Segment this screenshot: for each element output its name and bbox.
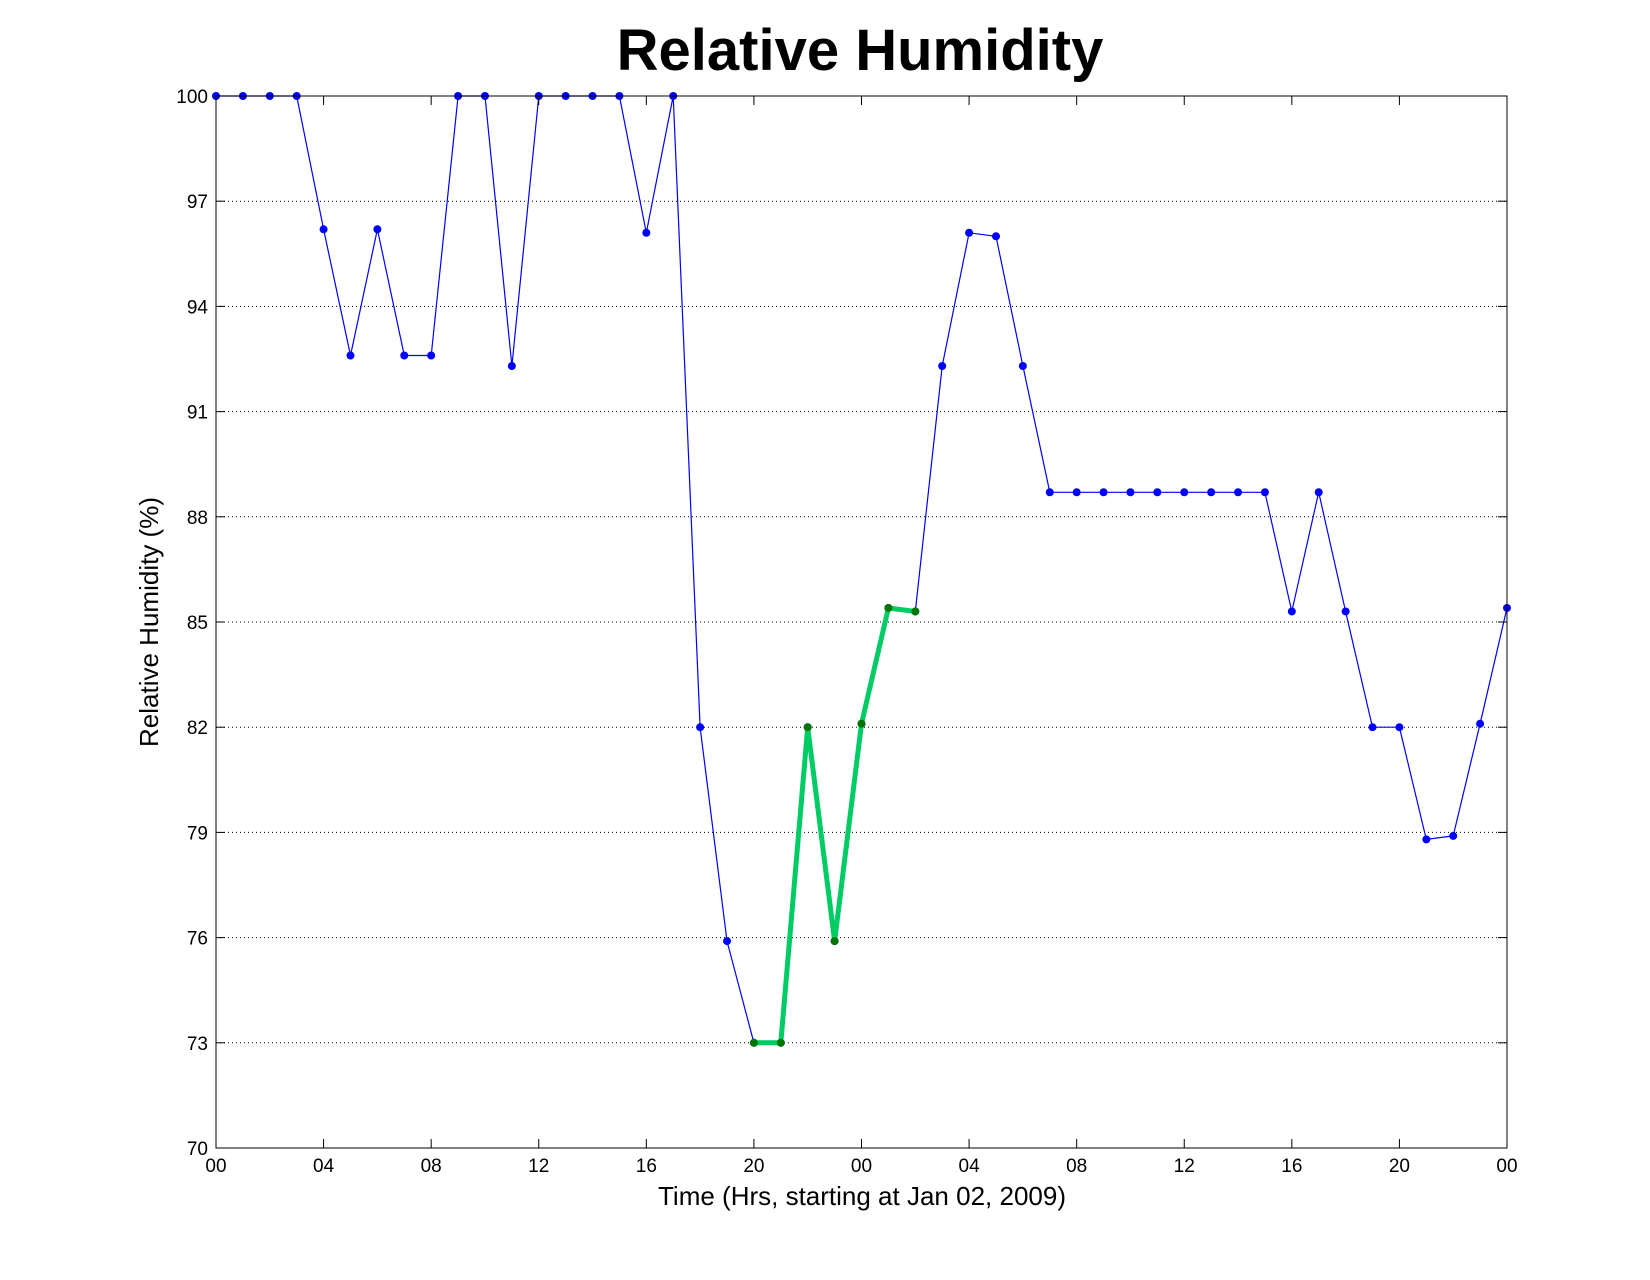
y-tick-label: 91 <box>187 403 208 424</box>
series-2-point <box>803 723 812 732</box>
series-2-point <box>857 719 866 728</box>
series-1-point <box>373 225 382 234</box>
y-tick-label: 73 <box>187 1034 208 1055</box>
series-1-point <box>400 351 409 360</box>
series-1-point <box>1072 488 1081 497</box>
x-tick-label: 00 <box>205 1156 226 1177</box>
x-tick-label: 04 <box>959 1156 981 1177</box>
y-tick-label: 70 <box>187 1139 208 1160</box>
series-1-point <box>1126 488 1135 497</box>
series-1-point <box>991 232 1000 241</box>
series-2-point <box>776 1038 785 1047</box>
series-1-point <box>642 228 651 237</box>
series-1-point <box>1018 362 1027 371</box>
series-1-point <box>1207 488 1216 497</box>
series-1-point <box>1153 488 1162 497</box>
grid-lines <box>216 95 1507 1044</box>
series-1-point <box>1395 723 1404 732</box>
series-layer <box>212 92 1511 1047</box>
series-1-point <box>1180 488 1189 497</box>
y-tick-label: 94 <box>187 297 209 318</box>
y-tick-label: 85 <box>187 613 208 634</box>
series-1-point <box>965 228 974 237</box>
x-tick-label: 20 <box>1389 1156 1410 1177</box>
y-tick-label: 100 <box>176 87 208 108</box>
series-1-point <box>1234 488 1243 497</box>
series-1-point <box>1099 488 1108 497</box>
y-tick-label: 79 <box>187 823 208 844</box>
series-1-point <box>346 351 355 360</box>
x-tick-label: 00 <box>851 1156 872 1177</box>
series-2-point <box>884 603 893 612</box>
x-tick-label: 00 <box>1496 1156 1517 1177</box>
y-tick-label: 82 <box>187 718 208 739</box>
series-1-point <box>1045 488 1054 497</box>
series-1-point <box>1449 831 1458 840</box>
x-tick-label: 16 <box>636 1156 657 1177</box>
series-1-point <box>1314 488 1323 497</box>
series-2-point <box>830 937 839 946</box>
series-1-point <box>1422 835 1431 844</box>
series-1-point <box>1287 607 1296 616</box>
series-1-point <box>319 225 328 234</box>
plot-frame <box>215 95 1508 1149</box>
chart-title: Relative Humidity <box>617 18 1104 83</box>
series-1-point <box>427 351 436 360</box>
x-tick-label: 20 <box>743 1156 764 1177</box>
series-1-point <box>938 362 947 371</box>
x-tick-label: 08 <box>1066 1156 1087 1177</box>
y-tick-label: 97 <box>187 192 208 213</box>
series-1-point <box>507 362 516 371</box>
y-tick-label: 76 <box>187 929 208 950</box>
series-1-point <box>723 937 732 946</box>
series-2-line <box>753 605 916 1046</box>
x-tick-label: 04 <box>313 1156 335 1177</box>
series-2-point <box>749 1038 758 1047</box>
series-1-line <box>216 95 1508 1044</box>
series-1-point <box>1368 723 1377 732</box>
series-1-point <box>1341 607 1350 616</box>
y-axis-label: Relative Humidity (%) <box>134 497 164 747</box>
x-tick-label: 08 <box>421 1156 442 1177</box>
x-tick-label: 16 <box>1281 1156 1302 1177</box>
axis-ticks: 70 73 76 79 82 85 88 91 94 97 100 00 04 08 12 16 20 00 04 0… <box>176 87 1517 1177</box>
series-1-point <box>1260 488 1269 497</box>
series-2-point <box>911 607 920 616</box>
series-1-point <box>1476 719 1485 728</box>
x-tick-label: 12 <box>1174 1156 1195 1177</box>
x-tick-label: 12 <box>528 1156 549 1177</box>
series-1-point <box>696 723 705 732</box>
x-axis-label: Time (Hrs, starting at Jan 02, 2009) <box>658 1181 1066 1211</box>
y-tick-label: 88 <box>187 508 208 529</box>
